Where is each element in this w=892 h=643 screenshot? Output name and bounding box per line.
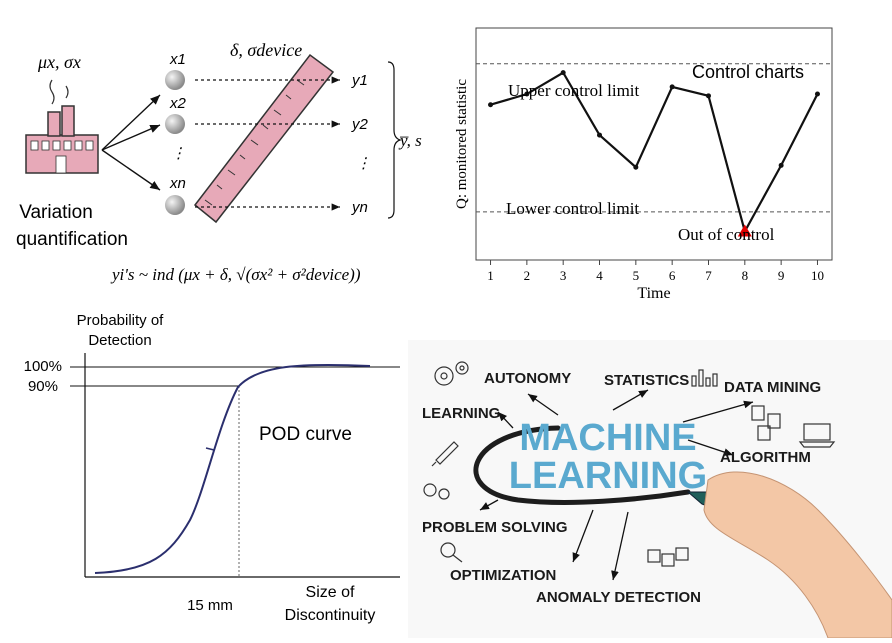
data-point (633, 164, 639, 170)
factory-icon (25, 79, 99, 174)
pod-x-tick: 15 mm (187, 597, 233, 614)
x-tick-label: 9 (778, 268, 785, 283)
distribution-formula: yi's ~ ind (μx + δ, √(σx² + σ²device)) (110, 265, 361, 284)
data-point (560, 70, 566, 76)
caption-line1: Variation (19, 202, 93, 223)
brace (387, 61, 402, 219)
documents-icon (751, 405, 781, 441)
ml-title-line1: MACHINE (519, 417, 696, 459)
plot-frame (475, 27, 833, 261)
x-tick-label: 7 (705, 268, 712, 283)
pod-curve-mark (205, 447, 215, 451)
variation-panel: μx, σx (0, 0, 440, 300)
population-params: μx, σx (37, 52, 81, 72)
ucl-label: Upper control limit (508, 81, 640, 100)
x-tick-label: 1 (487, 268, 494, 283)
pod-panel: Probability of Detection 100% 90% POD cu… (0, 305, 420, 638)
data-point (597, 132, 603, 138)
x-dots: ⋮ (171, 145, 186, 162)
data-point (778, 162, 784, 168)
tick-100: 100% (24, 358, 62, 375)
data-point (488, 102, 494, 108)
sample-spheres (165, 70, 185, 215)
statistic-line (490, 71, 819, 235)
x2-label: x2 (169, 95, 187, 112)
pod-diagram: Probability of Detection 100% 90% POD cu… (24, 312, 400, 624)
pod-curve (94, 363, 371, 574)
x-tick-label: 5 (633, 268, 640, 283)
out-of-control-marker (737, 224, 752, 237)
data-point (524, 91, 530, 97)
data-point (669, 84, 675, 90)
ml-arrows (479, 389, 754, 581)
term-statistics: STATISTICS (604, 372, 689, 389)
ml-title-line2: LEARNING (509, 455, 707, 497)
y1-label: y1 (351, 72, 368, 89)
data-point (814, 91, 820, 97)
ml-panel: MACHINE LEARNING AUTONOMY STATISTICS DAT… (408, 340, 892, 639)
pod-ylabel-line2: Detection (88, 332, 151, 349)
measurement-lines (195, 76, 340, 211)
swoosh-stroke (473, 425, 691, 505)
ml-diagram: MACHINE LEARNING AUTONOMY STATISTICS DAT… (408, 340, 892, 639)
sampling-arrows (101, 94, 161, 191)
tick-90: 90% (28, 378, 58, 395)
pod-ylabel-line1: Probability of (77, 312, 165, 329)
magnifier-icon (440, 542, 463, 563)
variation-diagram: μx, σx (16, 40, 422, 284)
lightbulb-gear-icon (423, 483, 450, 500)
pod-xlabel-line2: Discontinuity (285, 607, 376, 624)
rocket-icon (431, 441, 459, 467)
yn-label: yn (351, 199, 368, 216)
term-algorithm: ALGORITHM (720, 449, 811, 466)
term-data-mining: DATA MINING (724, 379, 821, 396)
data-point (705, 93, 711, 99)
out-of-control-label: Out of control (678, 225, 775, 244)
x-axis-label: Time (637, 285, 670, 302)
lcl-label: Lower control limit (506, 199, 639, 218)
y-dots: ⋮ (356, 155, 371, 172)
x1-label: x1 (169, 51, 186, 68)
x-tick-label: 2 (524, 268, 531, 283)
bar-chart-icon (691, 369, 718, 387)
x-tick-label: 6 (669, 268, 676, 283)
y2-label: y2 (351, 116, 369, 133)
x-tick-label: 10 (811, 268, 824, 283)
device-params: δ, σdevice (230, 40, 302, 60)
y-axis-label: Q: monitored statistic (454, 79, 470, 209)
summary-stats: y̅, s (398, 131, 422, 150)
term-problem-solving: PROBLEM SOLVING (422, 519, 568, 536)
gears-icon (434, 361, 469, 386)
control-chart: 1 2 3 4 5 6 7 8 9 10 Control charts Upper control… (454, 27, 833, 302)
pod-curve-label: POD curve (259, 424, 352, 445)
caption-line2: quantification (16, 229, 128, 250)
x-tick-label: 8 (742, 268, 749, 283)
chart-title: Control charts (692, 62, 804, 82)
term-optimization: OPTIMIZATION (450, 567, 556, 584)
term-autonomy: AUTONOMY (484, 370, 571, 387)
ruler-icon (193, 53, 335, 224)
puzzle-icon (647, 547, 689, 567)
term-learning: LEARNING (422, 405, 500, 422)
control-chart-panel: 1 2 3 4 5 6 7 8 9 10 Control charts Upper control… (440, 0, 892, 310)
hand-with-marker (686, 471, 892, 639)
x-tick-label: 4 (596, 268, 603, 283)
term-anomaly-detection: ANOMALY DETECTION (536, 589, 701, 606)
xn-label: xn (169, 175, 186, 192)
laptop-icon (798, 423, 836, 448)
x-tick-label: 3 (560, 268, 567, 283)
pod-xlabel-line1: Size of (306, 584, 355, 601)
